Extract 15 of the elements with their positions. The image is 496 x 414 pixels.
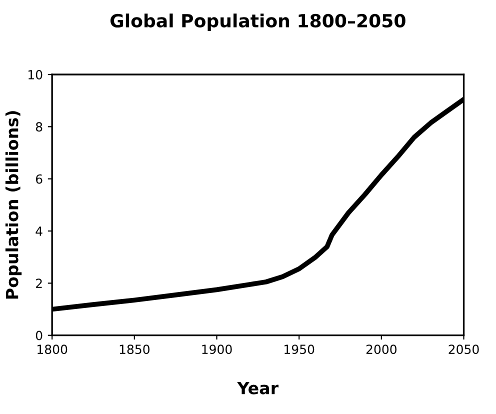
x-tick-label: 2000 (366, 344, 396, 354)
y-tick-label: 0 (36, 330, 42, 340)
y-tick-label: 8 (36, 122, 42, 132)
x-tick-label: 2050 (448, 344, 479, 354)
y-axis-title: Population (billions) (5, 111, 22, 299)
y-tick-label: 6 (36, 174, 42, 184)
y-tick-label: 2 (36, 278, 42, 288)
x-tick-label: 1850 (120, 344, 150, 354)
x-tick-label: 1800 (38, 344, 68, 354)
x-tick-label: 1950 (284, 344, 314, 354)
y-tick-label: 10 (28, 70, 42, 80)
x-axis-title: Year (237, 382, 279, 394)
x-tick-label: 1900 (202, 344, 232, 354)
y-tick-label: 4 (36, 226, 42, 236)
chart-title: Global Population 1800–2050 (110, 14, 406, 32)
